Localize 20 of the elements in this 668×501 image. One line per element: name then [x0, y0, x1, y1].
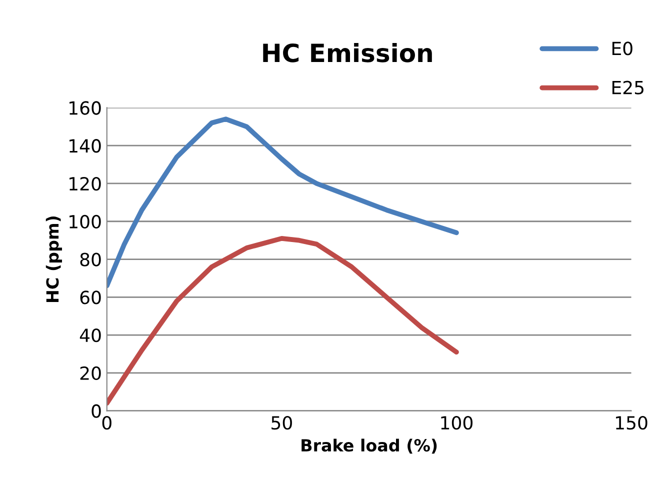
x-tick-label: 100 — [441, 416, 472, 430]
x-tick-label: 50 — [272, 416, 292, 430]
line-series — [106, 116, 459, 288]
y-tick-label: 120 — [70, 176, 101, 191]
y-tick-label: 140 — [70, 139, 101, 153]
y-tick-label: 0 — [92, 404, 101, 418]
legend-label: E0 — [612, 42, 632, 56]
y-tick-label: 40 — [80, 328, 101, 342]
y-tick-label: 20 — [80, 366, 101, 380]
y-tick-label: 80 — [80, 252, 101, 266]
x-tick-label: 150 — [616, 416, 648, 430]
chart-title: HC Emission — [263, 43, 432, 62]
x-axis-title: Brake load (%) — [302, 438, 437, 454]
line-series — [106, 236, 459, 406]
legend-label: E25 — [612, 80, 644, 94]
y-tick-label: 60 — [80, 290, 101, 304]
y-tick-label: 100 — [70, 214, 101, 228]
x-tick-label: 0 — [102, 416, 112, 430]
y-axis-title: HC (ppm) — [46, 216, 62, 302]
y-tick-label: 160 — [70, 101, 101, 115]
